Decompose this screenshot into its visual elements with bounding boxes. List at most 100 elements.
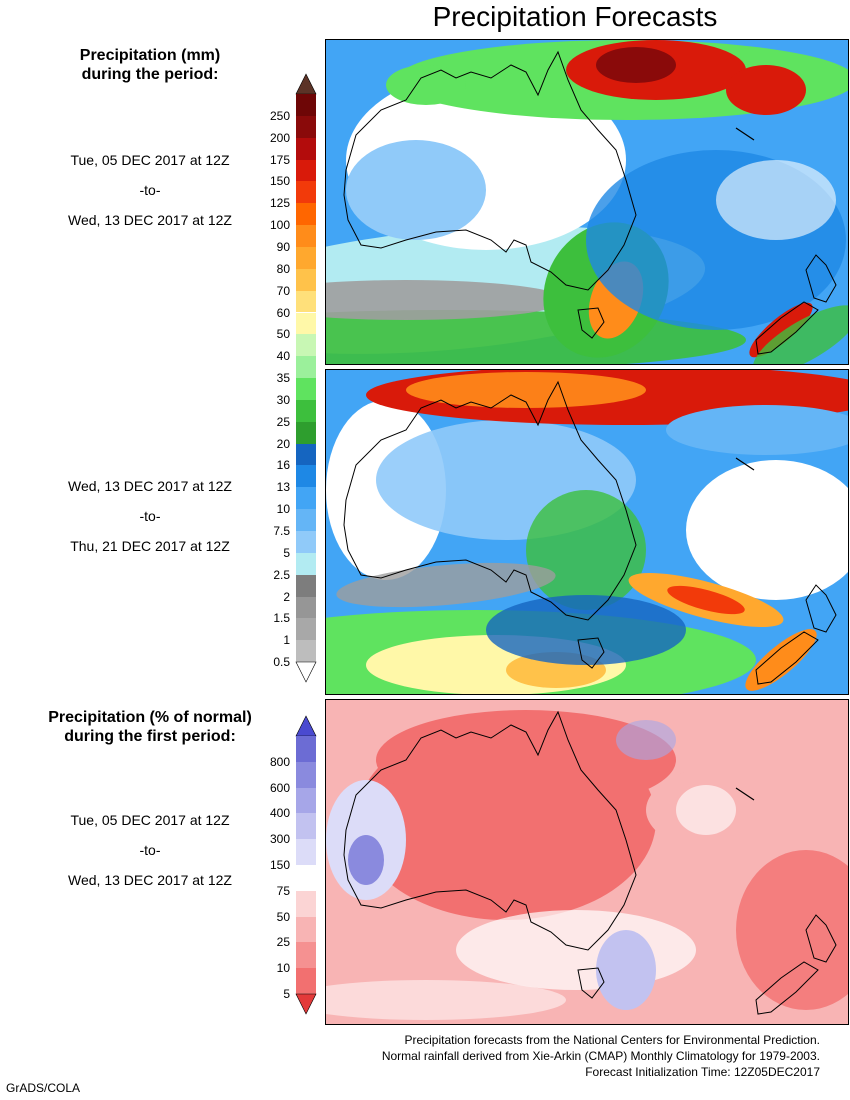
precip-colorbar-tick-label: 80: [276, 261, 290, 276]
precip-colorbar-tick-label: 250: [269, 108, 290, 123]
anomaly-map-period-1: [325, 699, 849, 1025]
period-2-sep: -to-: [139, 508, 161, 524]
anomaly-colorbar-tick-label: 10: [276, 961, 290, 976]
anomaly-colorbar-tick-label: 50: [276, 909, 290, 924]
precip-colorbar-swatch: [296, 640, 316, 663]
anomaly-colorbar-tick-label: 400: [269, 806, 290, 821]
precip-colorbar-tick-label: 60: [276, 305, 290, 320]
precip-colorbar-high-cap: [295, 73, 317, 95]
anomaly-colorbar: 5 10 25 50 75 150 300 400 600 800: [270, 715, 317, 1015]
precip-colorbar-swatch: [296, 487, 316, 510]
precip-colorbar-tick-label: 100: [269, 218, 290, 233]
precip-colorbar-swatch: [296, 181, 316, 204]
footer-line-1: Precipitation forecasts from the Nationa…: [404, 1033, 820, 1047]
anomaly-colorbar-swatch: [296, 761, 316, 788]
precip-colorbar-swatch: [296, 268, 316, 291]
page-title: Precipitation Forecasts: [432, 1, 718, 32]
anomaly-colorbar-swatch: [296, 813, 316, 840]
precip-colorbar-swatch: [296, 596, 316, 619]
precip-colorbar-tick-label: 90: [276, 239, 290, 254]
anomaly-colorbar-swatch: [296, 787, 316, 814]
precip-colorbar-tick-label: 2.5: [273, 567, 290, 582]
precip-colorbar-tick-label: 0.5: [273, 655, 290, 670]
precip-colorbar-tick-label: 7.5: [273, 524, 290, 538]
precip-colorbar-swatch: [296, 552, 316, 575]
anomaly-colorbar-tick-label: 150: [269, 858, 290, 872]
precip-colorbar-tick-label: 5: [283, 545, 290, 560]
anomaly-colorbar-tick-label: 800: [269, 754, 290, 769]
period-3-sep: -to-: [139, 842, 161, 858]
precip-colorbar-tick-label: 125: [269, 196, 290, 211]
precip-colorbar-swatch: [296, 137, 316, 160]
footer-line-2: Normal rainfall derived from Xie-Arkin (…: [381, 1049, 820, 1063]
period-2-start: Wed, 13 DEC 2017 at 12Z: [68, 478, 232, 494]
precip-colorbar-swatch: [296, 421, 316, 444]
precip-colorbar-swatch: [296, 509, 316, 531]
period-2-end: Thu, 21 DEC 2017 at 12Z: [70, 538, 230, 554]
precip-colorbar-tick-label: 1: [283, 633, 290, 648]
period-3-end: Wed, 13 DEC 2017 at 12Z: [68, 872, 232, 888]
precip-colorbar-swatch: [296, 246, 316, 269]
anomaly-legend-title-line2: during the first period:: [64, 728, 236, 745]
precip-colorbar-tick-label: 40: [276, 349, 290, 364]
precip-colorbar-swatch: [296, 94, 316, 116]
precip-colorbar-tick-label: 200: [269, 130, 290, 145]
anomaly-legend-title-line1: Precipitation (% of normal): [48, 709, 252, 726]
precip-legend-title-line2: during the period:: [81, 66, 219, 83]
anomaly-colorbar-swatch: [296, 942, 316, 969]
precip-colorbar-tick-label: 25: [276, 414, 290, 429]
precip-colorbar-swatch: [296, 334, 316, 357]
precip-colorbar-tick-label: 30: [276, 392, 290, 407]
precip-colorbar-swatch: [296, 225, 316, 247]
precip-colorbar-swatch: [296, 443, 316, 466]
anomaly-colorbar-swatch: [296, 839, 316, 865]
precip-colorbar-swatch: [296, 312, 316, 335]
period-1-sep: -to-: [139, 182, 161, 198]
anomaly-colorbar-tick-label: 25: [276, 935, 290, 950]
anomaly-colorbar-swatch: [296, 736, 316, 762]
precip-colorbar-tick-label: 16: [276, 458, 290, 473]
precip-legend-title-line1: Precipitation (mm): [79, 47, 221, 64]
precip-colorbar-swatch: [296, 159, 316, 182]
precip-colorbar-swatch: [296, 531, 316, 553]
precip-colorbar-swatch: [296, 574, 316, 597]
anomaly-colorbar-high-cap: [295, 715, 317, 737]
precip-colorbar-tick-label: 175: [269, 152, 290, 167]
anomaly-colorbar-swatch: [296, 865, 316, 891]
precip-colorbar-tick-label: 35: [276, 371, 290, 386]
precip-colorbar: 0.5 1 1.5 2 2.5 5 7.5 10 13 16 20 25 30 35 40 50 60 70 80 9…: [270, 73, 317, 683]
anomaly-legend-title: Precipitation (% of normal) during the f…: [30, 708, 270, 746]
precip-colorbar-tick-label: 70: [276, 283, 290, 298]
australia-outline: [343, 50, 837, 355]
grads-credit: GrADS/COLA: [6, 1081, 81, 1095]
precip-colorbar-tick-label: 2: [283, 589, 290, 604]
precip-legend-title: Precipitation (mm) during the period:: [30, 46, 270, 84]
precip-colorbar-swatch: [296, 618, 316, 641]
footer-line-3: Forecast Initialization Time: 12Z05DEC20…: [585, 1065, 820, 1079]
precip-colorbar-swatch: [296, 356, 316, 379]
precip-colorbar-swatch: [296, 465, 316, 488]
precip-colorbar-tick-label: 1.5: [273, 611, 290, 626]
precip-colorbar-swatch: [296, 203, 316, 226]
precip-colorbar-low-cap: [295, 661, 317, 683]
australia-outline: [343, 380, 837, 685]
precip-colorbar-swatch: [296, 378, 316, 400]
precip-map-period-1: [325, 39, 849, 365]
anomaly-colorbar-swatch: [296, 916, 316, 943]
precip-colorbar-swatch: [296, 399, 316, 422]
anomaly-colorbar-tick-label: 300: [269, 832, 290, 847]
anomaly-colorbar-swatch: [296, 968, 316, 994]
precip-colorbar-tick-label: 150: [269, 174, 290, 189]
period-1-end: Wed, 13 DEC 2017 at 12Z: [68, 212, 232, 228]
anomaly-colorbar-swatch: [296, 890, 316, 917]
precip-colorbar-tick-label: 50: [276, 327, 290, 342]
period-3-start: Tue, 05 DEC 2017 at 12Z: [70, 812, 230, 828]
anomaly-colorbar-tick-label: 5: [283, 987, 290, 1001]
anomaly-colorbar-tick-label: 600: [269, 780, 290, 795]
anomaly-colorbar-tick-label: 75: [276, 883, 290, 898]
precip-map-period-2: [325, 369, 849, 695]
precip-colorbar-swatch: [296, 290, 316, 313]
period-1-start: Tue, 05 DEC 2017 at 12Z: [70, 152, 230, 168]
footer-note: Precipitation forecasts from the Nationa…: [382, 1032, 820, 1080]
precip-colorbar-tick-label: 10: [276, 502, 290, 517]
